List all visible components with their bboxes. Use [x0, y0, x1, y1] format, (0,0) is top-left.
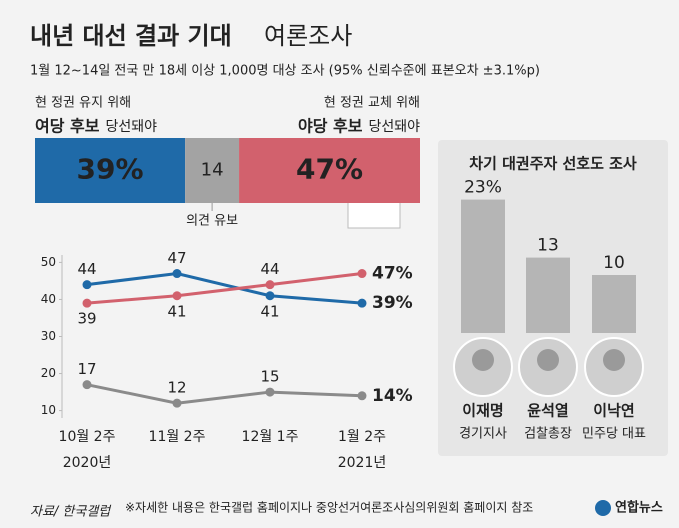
portrait-head: [472, 349, 494, 371]
point: [172, 398, 182, 408]
x-tick-label: 11월 2주: [149, 429, 206, 445]
value-label: 47%: [296, 153, 363, 186]
value-label: 44: [77, 260, 96, 278]
value-label: 13: [537, 236, 559, 256]
chart-title: 차기 대권주자 선호도 조사: [469, 155, 637, 173]
series-name: 여당 후보: [35, 117, 100, 136]
value-label: 14: [201, 160, 224, 181]
bar-segment: [185, 138, 240, 203]
title: 내년 대선 결과 기대: [30, 22, 232, 50]
logo: 연합뉴스: [615, 500, 663, 516]
point: [172, 291, 182, 301]
line: [86, 272, 363, 305]
value-label: 23%: [464, 178, 502, 198]
portrait-head: [603, 349, 625, 371]
y-tick-label: 20: [41, 366, 56, 380]
name: 이낙연: [593, 402, 634, 420]
series-name: 의견 유보: [186, 214, 238, 229]
value-label: 10: [603, 253, 625, 273]
point: [265, 280, 275, 290]
point: [82, 380, 92, 390]
source: 자료/ 한국갤럽: [30, 505, 112, 520]
point: [265, 387, 275, 397]
point: [82, 280, 92, 290]
label-pre: 현 정권 교체 위해: [324, 96, 420, 111]
label-pre: 현 정권 유지 위해: [35, 96, 131, 111]
x-tick-label: 1월 2주: [338, 429, 386, 445]
value-label: 41: [167, 302, 186, 320]
role: 검찰총장: [524, 427, 572, 442]
value-label: 41: [260, 302, 279, 320]
value-label: 39%: [77, 153, 144, 186]
y-tick-label: 30: [41, 329, 56, 343]
x-tick-label: 10월 2주: [59, 429, 116, 445]
logo-mark: [595, 500, 611, 516]
value-label: 44: [260, 260, 279, 278]
subtitle: 1월 12~14일 전국 만 18세 이상 1,000명 대상 조사 (95% …: [30, 64, 540, 79]
point: [357, 269, 367, 279]
role: 경기지사: [459, 427, 507, 442]
value-label: 14%: [372, 386, 413, 406]
point: [172, 269, 182, 279]
value-label: 15: [260, 368, 279, 386]
bar-segment: [239, 138, 420, 203]
y-tick-label: 50: [41, 255, 56, 269]
label-suffix: 당선돼야: [105, 119, 157, 135]
portrait-head: [537, 349, 559, 371]
value-label: 47%: [372, 264, 413, 284]
value-label: 12: [167, 379, 186, 397]
y-tick-label: 10: [41, 403, 56, 417]
name: 이재명: [462, 402, 503, 420]
bar: [526, 257, 570, 333]
bar-segment: [35, 138, 186, 203]
value-label: 39%: [372, 293, 413, 313]
line: [86, 272, 363, 305]
label-suffix: 당선돼야: [368, 119, 420, 135]
name: 윤석열: [527, 402, 568, 420]
value-label: 39: [77, 310, 96, 328]
bar: [592, 275, 636, 333]
x-tick-label: 12월 1주: [242, 429, 299, 445]
series-name: 야당 후보: [298, 117, 363, 136]
value-label: 17: [77, 360, 96, 378]
y-tick-label: 40: [41, 292, 56, 306]
line: [86, 383, 363, 405]
point: [357, 391, 367, 401]
point: [357, 298, 367, 308]
value-label: 47: [167, 249, 186, 267]
role: 민주당 대표: [582, 427, 646, 442]
title-suffix: 여론조사: [264, 22, 352, 50]
bar: [461, 199, 505, 333]
year-label: 2020년: [63, 455, 112, 471]
point: [82, 298, 92, 308]
point: [265, 291, 275, 301]
note: ※자세한 내용은 한국갤럽 홈페이지나 중앙선거여론조사심의위원회 홈페이지 참…: [125, 501, 533, 515]
year-label: 2021년: [338, 455, 387, 471]
